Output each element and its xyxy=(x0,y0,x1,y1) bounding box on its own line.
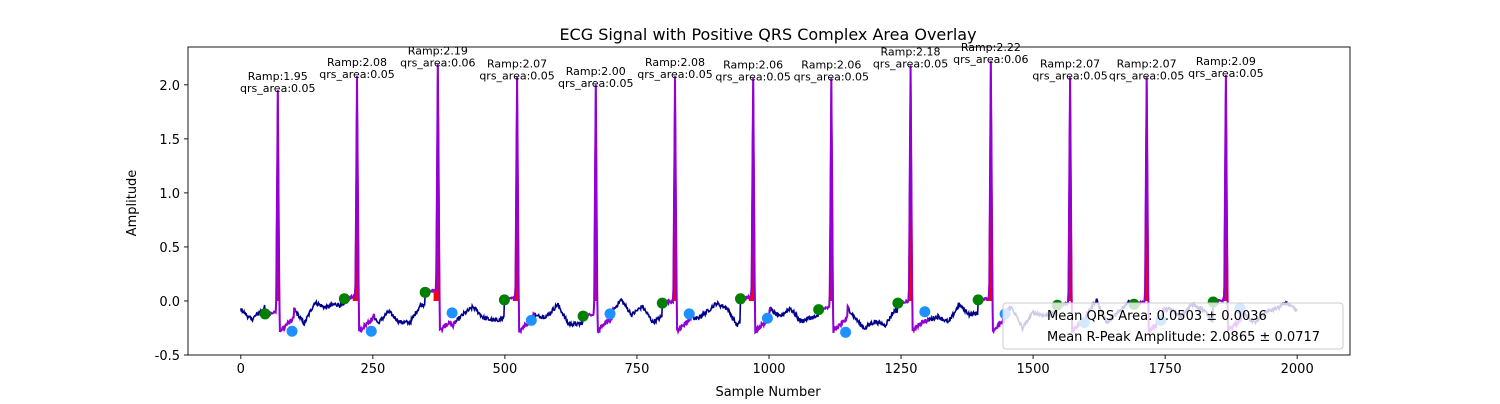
x-tick-label: 2000 xyxy=(1281,362,1314,377)
y-tick-label: -0.5 xyxy=(155,349,180,364)
qrs-segment-line xyxy=(582,84,615,334)
r-amp-label: Ramp:2.06 xyxy=(723,58,783,71)
y-axis-label: Amplitude xyxy=(125,170,140,237)
q-point-marker xyxy=(972,294,984,306)
qrs-segment-line xyxy=(1133,77,1166,335)
y-tick-label: 2.0 xyxy=(159,79,180,94)
s-point-marker xyxy=(683,308,695,320)
x-tick-label: 1500 xyxy=(1017,362,1050,377)
x-tick-label: 1250 xyxy=(884,362,917,377)
y-tick-label: 0.0 xyxy=(159,295,180,310)
r-amp-label: Ramp:2.08 xyxy=(327,56,387,69)
r-amp-label: Ramp:2.09 xyxy=(1196,55,1256,68)
s-point-marker xyxy=(761,312,773,324)
qrs-area-label: qrs_area:0.05 xyxy=(479,69,554,82)
legend-entry: Mean R-Peak Amplitude: 2.0865 ± 0.0717 xyxy=(1047,330,1320,345)
x-tick-label: 1000 xyxy=(752,362,785,377)
q-point-marker xyxy=(656,297,668,309)
x-tick-label: 0 xyxy=(237,362,245,377)
qrs-area-label: qrs_area:0.05 xyxy=(637,68,712,81)
r-amp-label: Ramp:2.07 xyxy=(1040,57,1100,70)
x-tick-label: 750 xyxy=(625,362,650,377)
qrs-segment-line xyxy=(343,76,376,334)
qrs-area-label: qrs_area:0.05 xyxy=(873,57,948,70)
s-point-marker xyxy=(286,325,298,337)
qrs-area-label: qrs_area:0.06 xyxy=(953,53,1028,66)
qrs-segment-line xyxy=(1212,75,1245,332)
r-amp-label: Ramp:2.07 xyxy=(487,57,547,70)
q-point-marker xyxy=(498,294,510,306)
x-axis-label: Sample Number xyxy=(715,385,821,400)
q-point-marker xyxy=(259,308,271,320)
qrs-area-label: qrs_area:0.05 xyxy=(558,77,633,90)
qrs-area-label: qrs_area:0.05 xyxy=(1188,67,1263,80)
r-amp-label: Ramp:2.22 xyxy=(961,41,1021,54)
r-amp-label: Ramp:2.00 xyxy=(566,65,626,78)
r-amp-label: Ramp:2.19 xyxy=(408,44,468,57)
legend-entry: Mean QRS Area: 0.0503 ± 0.0036 xyxy=(1047,309,1267,324)
qrs-segment-line xyxy=(897,65,929,334)
qrs-area-label: qrs_area:0.05 xyxy=(715,70,790,83)
r-amp-label: Ramp:2.07 xyxy=(1117,57,1177,70)
legend-box xyxy=(1002,302,1344,350)
qrs-area-label: qrs_area:0.05 xyxy=(794,70,869,83)
y-tick-label: 1.5 xyxy=(159,133,180,148)
q-point-marker xyxy=(577,310,589,322)
x-axis-ticks: 0 250 500 750 1000 1250 1500 1750 2000 xyxy=(237,355,1314,377)
q-point-marker xyxy=(734,293,746,305)
s-point-marker xyxy=(525,314,537,326)
s-point-marker xyxy=(919,306,931,318)
qrs-segment-line xyxy=(503,77,536,335)
qrs-area-label: qrs_area:0.05 xyxy=(1032,69,1107,82)
qrs-area-label: qrs_area:0.05 xyxy=(240,82,315,95)
qrs-segment-line xyxy=(739,78,772,335)
qrs-segment-line xyxy=(1057,77,1089,333)
y-axis-ticks: -0.5 0.0 0.5 1.0 1.5 2.0 xyxy=(155,79,188,364)
qrs-segment-line xyxy=(264,90,297,333)
x-tick-label: 250 xyxy=(360,362,385,377)
q-point-marker xyxy=(338,293,350,305)
x-tick-label: 1750 xyxy=(1149,362,1182,377)
x-tick-label: 500 xyxy=(492,362,517,377)
qrs-segment-line xyxy=(661,76,694,335)
q-point-marker xyxy=(813,304,825,316)
s-point-marker xyxy=(446,307,458,319)
r-amp-label: Ramp:2.08 xyxy=(645,56,705,69)
qrs-segment-line xyxy=(977,60,1009,335)
r-amp-label: Ramp:1.95 xyxy=(248,70,308,83)
chart-title: ECG Signal with Positive QRS Complex Are… xyxy=(559,25,976,44)
q-point-marker xyxy=(419,286,431,298)
y-tick-label: 0.5 xyxy=(159,241,180,256)
s-point-marker xyxy=(840,326,852,338)
q-point-marker xyxy=(892,297,904,309)
qrs-area-label: qrs_area:0.05 xyxy=(319,68,394,81)
y-tick-label: 1.0 xyxy=(159,187,180,202)
qrs-segment-line xyxy=(818,78,850,333)
s-point-marker xyxy=(365,325,377,337)
s-point-marker xyxy=(604,308,616,320)
legend: Mean QRS Area: 0.0503 ± 0.0036 Mean R-Pea… xyxy=(1002,302,1344,350)
qrs-area-label: qrs_area:0.05 xyxy=(1109,69,1184,82)
ecg-signal-line xyxy=(240,60,1298,335)
plot-area: 0 250 500 750 1000 1250 1500 1750 2000 -0.5 0.0 0.5… xyxy=(155,41,1351,377)
r-amp-label: Ramp:2.06 xyxy=(801,58,861,71)
qrs-area-label: qrs_area:0.06 xyxy=(400,56,475,69)
r-amp-label: Ramp:2.18 xyxy=(881,45,941,58)
